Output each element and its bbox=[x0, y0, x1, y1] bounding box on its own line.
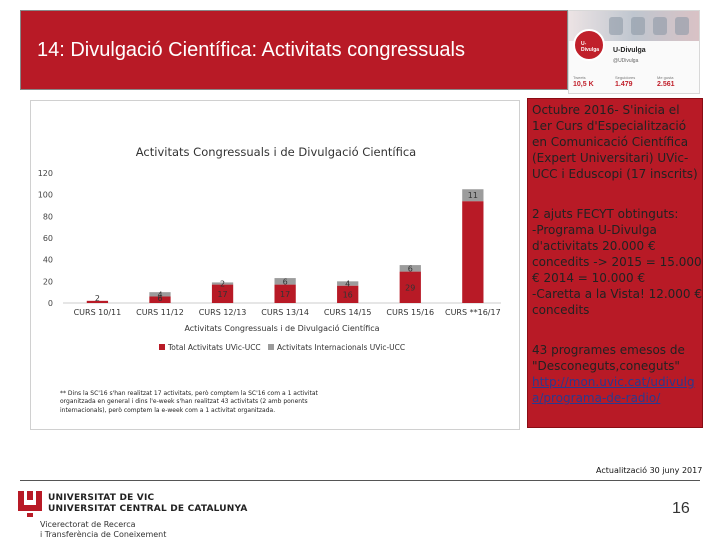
legend-swatch bbox=[268, 344, 274, 350]
university-name-ucc: UNIVERSITAT CENTRAL DE CATALUNYA bbox=[48, 504, 248, 514]
data-label-international: 11 bbox=[468, 191, 478, 200]
x-tick-label: CURS 13/14 bbox=[261, 308, 309, 317]
university-logo-icon bbox=[18, 491, 42, 517]
data-label-international: 6 bbox=[408, 264, 413, 273]
page-number: 16 bbox=[672, 500, 690, 517]
profile-stat: Seguidores 1.479 bbox=[615, 75, 636, 88]
side-text-fecyt-udivulga: -Programa U-Divulga d'activitats 20.000 … bbox=[532, 223, 702, 285]
legend-swatch bbox=[159, 344, 165, 350]
bar-total bbox=[462, 201, 484, 303]
bar-international bbox=[149, 292, 171, 297]
y-tick-label: 0 bbox=[48, 299, 53, 308]
vice-rectorate-line2: i Transferència de Coneixement bbox=[40, 530, 167, 539]
slide-title: 14: Divulgació Científica: Activitats co… bbox=[37, 39, 465, 61]
profile-handle: @UDivulga bbox=[613, 58, 639, 64]
data-label-total: 17 bbox=[217, 290, 227, 299]
data-label-total: 17 bbox=[280, 290, 290, 299]
profile-logo-text: U-Divulga bbox=[581, 41, 600, 53]
y-tick-label: 100 bbox=[38, 191, 53, 200]
profile-name: U-Divulga bbox=[613, 47, 646, 54]
x-tick-label: CURS 14/15 bbox=[324, 308, 372, 317]
chart-title: Activitats Congressuals i de Divulgació … bbox=[135, 145, 417, 159]
x-tick-label: CURS 15/16 bbox=[386, 308, 434, 317]
updated-date: Actualització 30 juny 2017 bbox=[596, 466, 703, 475]
profile-stat: Tweets 10,5 K bbox=[573, 75, 594, 88]
profile-stat: Me gusta 2.561 bbox=[657, 75, 675, 88]
y-tick-label: 20 bbox=[43, 277, 53, 286]
vice-rectorate-line1: Vicerectorat de Recerca bbox=[40, 520, 136, 529]
data-label-total: 6 bbox=[157, 294, 162, 303]
side-text-course: Octubre 2016- S'inicia el 1er Curs d'Esp… bbox=[532, 103, 698, 181]
data-label-international: 4 bbox=[157, 290, 162, 299]
bar-international bbox=[211, 282, 234, 285]
chart-panel: Activitats Congressuals i de Divulgació … bbox=[30, 100, 520, 430]
footer-divider bbox=[20, 480, 700, 481]
side-text-fecyt-caretta: -Caretta a la Vista! 12.000 € concedits bbox=[532, 287, 703, 317]
profile-logo: U-Divulga bbox=[573, 29, 605, 61]
side-text-fecyt: 2 ajuts FECYT obtinguts: -Programa U-Div… bbox=[532, 206, 702, 318]
bar-total bbox=[274, 284, 296, 303]
bar-international bbox=[399, 265, 421, 272]
y-tick-label: 40 bbox=[43, 256, 53, 265]
data-label-international: 2 bbox=[220, 280, 225, 289]
side-text-radio: 43 programes emesos de "Desconeguts,cone… bbox=[532, 342, 702, 406]
bar-total bbox=[399, 271, 421, 303]
y-tick-label: 60 bbox=[43, 234, 53, 243]
side-text-radio-desc: 43 programes emesos de "Desconeguts,cone… bbox=[532, 343, 685, 373]
bar-total bbox=[86, 300, 109, 303]
data-label-total: 16 bbox=[343, 290, 353, 299]
x-axis-label: Activitats Congressuals i de Divulgació … bbox=[184, 323, 379, 333]
bar-total bbox=[337, 285, 359, 303]
legend-label: Total Activitats UVic-UCC bbox=[167, 343, 261, 352]
y-tick-label: 80 bbox=[43, 212, 53, 221]
bar-total bbox=[211, 284, 234, 303]
data-label-international: 6 bbox=[283, 277, 288, 286]
bar-total bbox=[149, 296, 171, 303]
bar-international bbox=[462, 189, 484, 202]
x-tick-label: CURS **16/17 bbox=[445, 308, 501, 317]
x-tick-label: CURS 11/12 bbox=[136, 308, 184, 317]
y-tick-label: 120 bbox=[38, 169, 53, 178]
university-name-vic: UNIVERSITAT DE VIC bbox=[48, 493, 155, 503]
chart-footnote: ** Dins la SC'16 s'han realitzat 17 acti… bbox=[60, 390, 318, 414]
side-panel bbox=[527, 98, 703, 428]
x-tick-label: CURS 12/13 bbox=[199, 308, 247, 317]
radio-program-link[interactable]: http://mon.uvic.cat/udivulga/programa-de… bbox=[532, 375, 695, 405]
x-tick-label: CURS 10/11 bbox=[74, 308, 122, 317]
bar-international bbox=[274, 278, 296, 285]
twitter-profile-thumbnail: U-Divulga U-Divulga @UDivulga Tweets 10,… bbox=[568, 10, 700, 94]
side-text-fecyt-heading: 2 ajuts FECYT obtinguts: bbox=[532, 207, 679, 221]
data-label-total: 29 bbox=[405, 283, 415, 292]
data-label-total: 2 bbox=[95, 294, 100, 303]
slide-title-bar: 14: Divulgació Científica: Activitats co… bbox=[20, 10, 568, 90]
bar-international bbox=[337, 281, 359, 286]
legend-label: Activitats Internacionals UVic-UCC bbox=[277, 343, 405, 352]
data-label-international: 4 bbox=[345, 280, 350, 289]
